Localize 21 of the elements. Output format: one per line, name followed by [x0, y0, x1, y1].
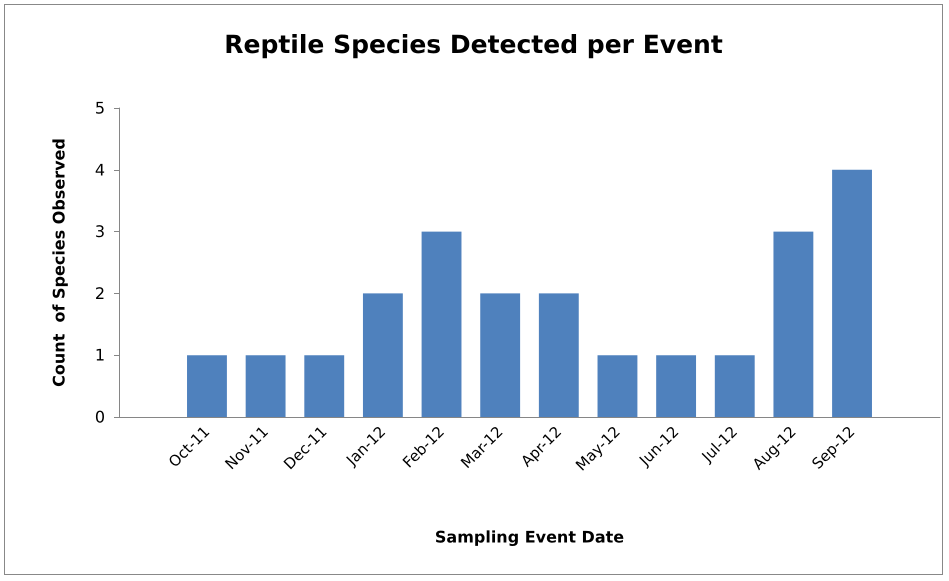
bar [598, 355, 638, 417]
bar [773, 232, 814, 417]
x-axis-title: Sampling Event Date [434, 528, 624, 546]
bar [304, 355, 344, 417]
bar [714, 355, 755, 417]
bar [246, 355, 286, 417]
y-axis-title: Count of Species Observed [50, 138, 68, 387]
bar [422, 232, 462, 417]
y-tick-label: 0 [94, 408, 105, 426]
y-tick-label: 3 [94, 222, 105, 242]
y-tick-label: 2 [94, 284, 105, 303]
bar [832, 170, 872, 417]
bar [362, 293, 403, 417]
chart-title: Reptile Species Detected per Event [224, 30, 723, 59]
bar [656, 355, 696, 417]
y-tick-label: 5 [94, 98, 105, 118]
y-tick-label: 4 [94, 160, 105, 180]
bar [538, 293, 579, 417]
y-tick-label: 1 [94, 346, 105, 365]
bar [187, 355, 227, 417]
bar [480, 293, 520, 417]
